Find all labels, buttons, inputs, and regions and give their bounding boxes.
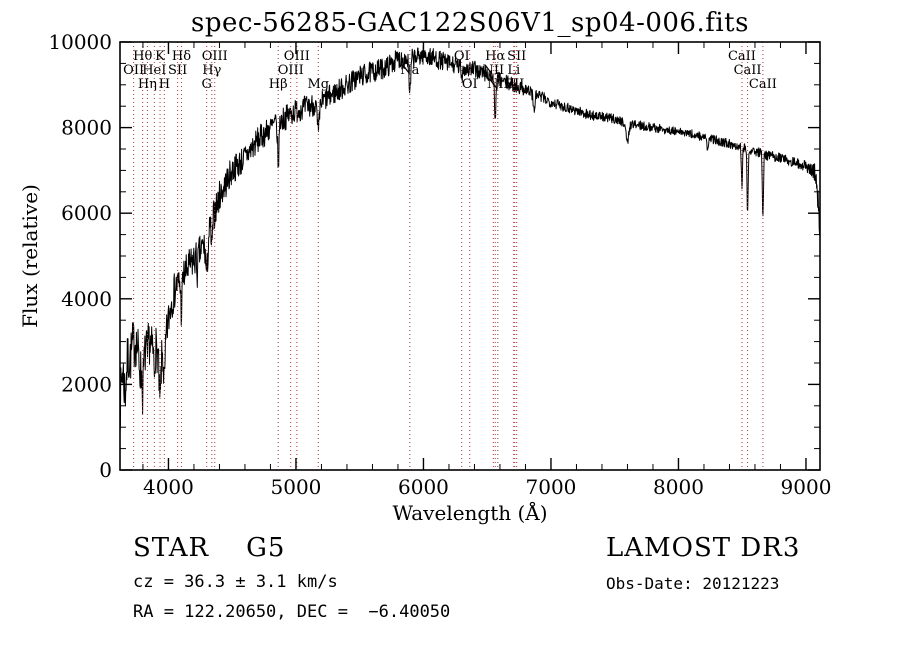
spectral-line-label: HeI (142, 63, 166, 78)
spectral-line-label: OI (454, 49, 470, 64)
y-tick-label: 6000 (61, 201, 112, 225)
survey-label: LAMOST DR3 (606, 533, 801, 563)
spectral-line-label: NII (487, 77, 509, 92)
spectral-line-label: Hθ (133, 49, 152, 64)
x-tick-label: 8000 (653, 475, 704, 499)
spectral-line-label: SII (507, 49, 526, 64)
spectral-line-label: Hδ (172, 49, 191, 64)
x-tick-label: 4000 (143, 475, 194, 499)
spectral-line-label: G (202, 77, 212, 92)
y-tick-label: 2000 (61, 372, 112, 396)
ra-dec-label: RA = 122.20650, DEC = −6.40050 (133, 602, 451, 622)
cz-value-label: cz = 36.3 ± 3.1 km/s (133, 572, 338, 592)
x-tick-label: 6000 (398, 475, 449, 499)
y-tick-label: 10000 (48, 30, 112, 54)
spectral-line-label: CaII (728, 49, 756, 64)
x-tick-label: 5000 (271, 475, 322, 499)
y-tick-label: 8000 (61, 116, 112, 140)
spectral-line-label: Li (507, 63, 520, 78)
object-class-label: STAR G5 (133, 533, 286, 563)
spectral-line-label: OI (462, 77, 478, 92)
spectral-line-label: OII (123, 63, 144, 78)
spectral-line-label: OIII (284, 49, 310, 64)
obs-date-label: Obs-Date: 20121223 (606, 574, 780, 593)
spectral-line-label: CaII (749, 77, 777, 92)
spectral-line-label: CaII (734, 63, 762, 78)
spectral-line-label: NII (483, 63, 505, 78)
spectral-line-label: Hγ (202, 63, 221, 78)
spectral-line-label: Hη (138, 77, 157, 92)
spectral-line-label: Hα (485, 49, 505, 64)
y-axis-label: Flux (relative) (18, 184, 42, 328)
spectral-line-label: Mg (307, 77, 329, 92)
spectral-line-label: OIII (202, 49, 228, 64)
plot-title: spec-56285-GAC122S06V1_sp04-006.fits (191, 8, 749, 38)
x-tick-label: 9000 (781, 475, 832, 499)
spectral-line-label: SII (168, 63, 187, 78)
y-tick-label: 4000 (61, 287, 112, 311)
y-tick-label: 0 (99, 458, 112, 482)
spectral-line-label: Hβ (269, 77, 288, 92)
x-tick-label: 7000 (526, 475, 577, 499)
x-axis-label: Wavelength (Å) (392, 501, 548, 525)
spectral-line-label: H (159, 77, 170, 92)
spectral-line-label: OIII (278, 63, 304, 78)
spectral-line-label: Na (400, 63, 419, 78)
spectral-line-label: SII (505, 77, 524, 92)
spectral-line-label: K (155, 49, 165, 64)
